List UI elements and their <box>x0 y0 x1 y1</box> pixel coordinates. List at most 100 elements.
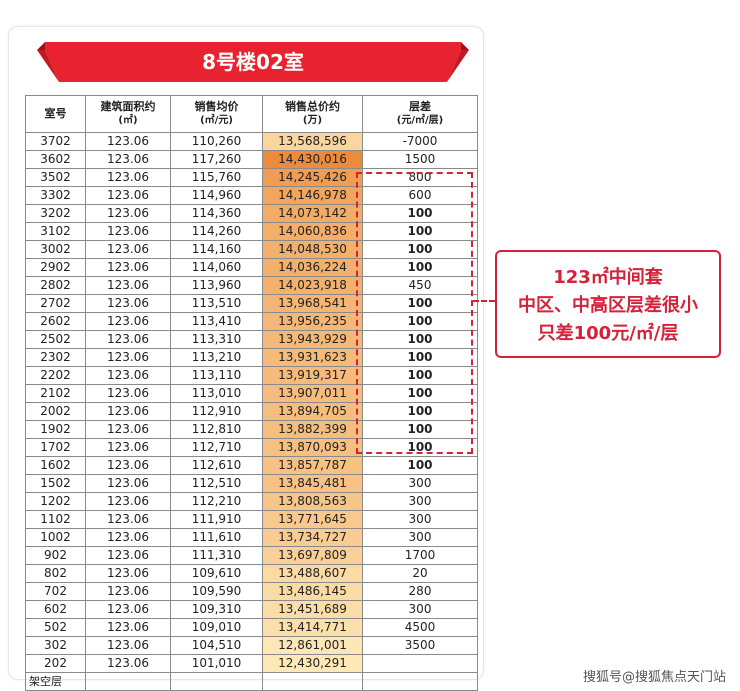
cell-floor-diff: 450 <box>362 276 478 295</box>
cell-room: 2302 <box>25 348 86 367</box>
cell-room: 702 <box>25 582 86 601</box>
table-row: 3102 123.06 114,260 14,060,836 100 <box>25 222 478 241</box>
cell-room: 2002 <box>25 402 86 421</box>
cell-floor-diff <box>362 672 478 691</box>
table-row: 1102 123.06 111,910 13,771,645 300 <box>25 510 478 529</box>
cell-room: 1202 <box>25 492 86 511</box>
cell-unit-price: 113,310 <box>170 330 263 349</box>
cell-unit-price: 113,010 <box>170 384 263 403</box>
cell-total-price: 14,023,918 <box>262 276 363 295</box>
cell-area: 123.06 <box>85 366 171 385</box>
cell-total-price <box>262 672 363 691</box>
cell-unit-price: 111,910 <box>170 510 263 529</box>
cell-room: 3602 <box>25 150 86 169</box>
cell-total-price: 14,073,142 <box>262 204 363 223</box>
cell-total-price: 13,857,787 <box>262 456 363 475</box>
cell-unit-price: 113,960 <box>170 276 263 295</box>
cell-unit-price: 112,610 <box>170 456 263 475</box>
cell-room: 2102 <box>25 384 86 403</box>
callout-line-1: 123㎡中间套 <box>553 267 663 288</box>
cell-room: 902 <box>25 546 86 565</box>
cell-unit-price: 112,810 <box>170 420 263 439</box>
cell-total-price: 13,882,399 <box>262 420 363 439</box>
cell-area: 123.06 <box>85 546 171 565</box>
cell-area: 123.06 <box>85 186 171 205</box>
cell-area: 123.06 <box>85 582 171 601</box>
cell-area: 123.06 <box>85 150 171 169</box>
watermark: 搜狐号@搜狐焦点天门站 <box>582 670 726 685</box>
cell-unit-price: 114,060 <box>170 258 263 277</box>
cell-unit-price: 113,110 <box>170 366 263 385</box>
cell-unit-price: 101,010 <box>170 654 263 673</box>
table-row: 1202 123.06 112,210 13,808,563 300 <box>25 492 478 511</box>
cell-unit-price: 114,960 <box>170 186 263 205</box>
cell-total-price: 13,697,809 <box>262 546 363 565</box>
cell-room: 602 <box>25 600 86 619</box>
table-row: 3602 123.06 117,260 14,430,016 1500 <box>25 150 478 169</box>
table-body: 3702 123.06 110,260 13,568,596 -7000 3602 123.… <box>25 132 478 691</box>
cell-room: 2502 <box>25 330 86 349</box>
cell-area: 123.06 <box>85 510 171 529</box>
header-total-price: 销售总价约 (万) <box>262 95 363 133</box>
cell-total-price: 13,771,645 <box>262 510 363 529</box>
cell-room: 3102 <box>25 222 86 241</box>
cell-floor-diff: 100 <box>362 348 478 367</box>
cell-room: 802 <box>25 564 86 583</box>
cell-area: 123.06 <box>85 402 171 421</box>
table-row: 702 123.06 109,590 13,486,145 280 <box>25 582 478 601</box>
header-area: 建筑面积约 (㎡) <box>85 95 171 133</box>
cell-room: 3202 <box>25 204 86 223</box>
cell-room: 2802 <box>25 276 86 295</box>
table-row: 1002 123.06 111,610 13,734,727 300 <box>25 528 478 547</box>
cell-room: 1502 <box>25 474 86 493</box>
table-row: 2102 123.06 113,010 13,907,011 100 <box>25 384 478 403</box>
cell-room: 架空层 <box>25 672 86 691</box>
cell-unit-price: 113,210 <box>170 348 263 367</box>
cell-area: 123.06 <box>85 294 171 313</box>
cell-total-price: 13,943,929 <box>262 330 363 349</box>
cell-area: 123.06 <box>85 312 171 331</box>
cell-unit-price: 114,260 <box>170 222 263 241</box>
cell-floor-diff: 100 <box>362 402 478 421</box>
banner-title: 8号楼02室 <box>202 50 304 74</box>
cell-area: 123.06 <box>85 276 171 295</box>
cell-area: 123.06 <box>85 330 171 349</box>
table-row: 2802 123.06 113,960 14,023,918 450 <box>25 276 478 295</box>
table-row: 3302 123.06 114,960 14,146,978 600 <box>25 186 478 205</box>
cell-total-price: 13,907,011 <box>262 384 363 403</box>
table-row: 602 123.06 109,310 13,451,689 300 <box>25 600 478 619</box>
banner-ribbon-shape <box>37 42 469 82</box>
cell-area: 123.06 <box>85 222 171 241</box>
cell-total-price: 13,968,541 <box>262 294 363 313</box>
cell-room: 3002 <box>25 240 86 259</box>
cell-total-price: 13,808,563 <box>262 492 363 511</box>
cell-area: 123.06 <box>85 636 171 655</box>
cell-floor-diff: 20 <box>362 564 478 583</box>
cell-floor-diff: 300 <box>362 600 478 619</box>
cell-unit-price: 109,590 <box>170 582 263 601</box>
cell-area: 123.06 <box>85 384 171 403</box>
cell-unit-price: 104,510 <box>170 636 263 655</box>
cell-total-price: 13,486,145 <box>262 582 363 601</box>
cell-area: 123.06 <box>85 654 171 673</box>
callout-connector-line <box>473 300 495 302</box>
cell-floor-diff: 300 <box>362 510 478 529</box>
cell-area: 123.06 <box>85 456 171 475</box>
cell-area <box>85 672 171 691</box>
cell-total-price: 13,451,689 <box>262 600 363 619</box>
cell-floor-diff: -7000 <box>362 132 478 151</box>
cell-room: 3502 <box>25 168 86 187</box>
table-row: 1902 123.06 112,810 13,882,399 100 <box>25 420 478 439</box>
cell-area: 123.06 <box>85 204 171 223</box>
cell-area: 123.06 <box>85 528 171 547</box>
cell-unit-price: 112,710 <box>170 438 263 457</box>
cell-unit-price: 113,410 <box>170 312 263 331</box>
cell-total-price: 14,048,530 <box>262 240 363 259</box>
cell-unit-price: 115,760 <box>170 168 263 187</box>
cell-unit-price: 114,160 <box>170 240 263 259</box>
cell-room: 3702 <box>25 132 86 151</box>
cell-total-price: 14,245,426 <box>262 168 363 187</box>
cell-room: 1002 <box>25 528 86 547</box>
cell-floor-diff: 1500 <box>362 150 478 169</box>
callout-box: 123㎡中间套 中区、中高区层差很小 只差100元/㎡/层 <box>495 250 721 358</box>
